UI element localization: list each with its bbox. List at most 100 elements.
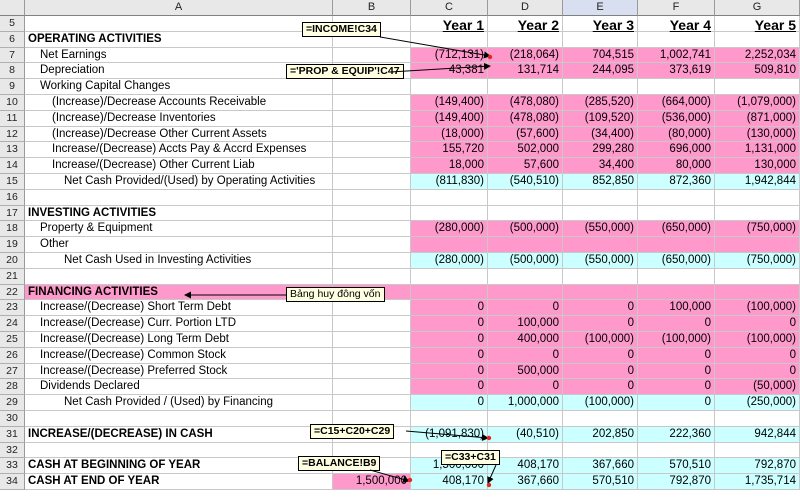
row-header[interactable]: 19 [0,237,25,253]
cell-f25[interactable]: (100,000) [638,332,715,348]
cell-f32[interactable] [638,442,715,459]
cell-e18[interactable]: (550,000) [563,221,638,238]
cell-g23[interactable]: (100,000) [715,300,800,317]
cell-e15[interactable]: 852,850 [563,174,638,190]
cell-c30[interactable] [411,411,488,427]
comment-note-cash-sum[interactable]: =C15+C20+C29 [310,424,395,439]
cell-g30[interactable] [715,411,800,427]
cell-b15[interactable] [333,174,411,190]
cell-f31[interactable]: 222,360 [638,426,715,443]
row-header[interactable]: 18 [0,221,25,238]
cell-b13[interactable] [333,142,411,159]
cell-f21[interactable] [638,268,715,285]
cell-b18[interactable] [333,221,411,238]
row-header[interactable]: 29 [0,395,25,411]
row-header[interactable]: 27 [0,363,25,380]
cell-c14[interactable]: 18,000 [411,158,488,174]
cell-c19[interactable] [411,237,488,253]
cell-f22[interactable] [638,284,715,301]
cell-f8[interactable]: 373,619 [638,63,715,80]
cell-c10[interactable]: (149,400) [411,95,488,111]
cell-e13[interactable]: 299,280 [563,142,638,159]
column-header-b[interactable]: B [333,0,411,16]
cell-a15[interactable]: Net Cash Provided/(Used) by Operating Ac… [25,174,333,190]
cell-d22[interactable] [488,284,563,301]
cell-d10[interactable]: (478,080) [488,95,563,111]
cell-f20[interactable]: (650,000) [638,253,715,269]
cell-a28[interactable]: Dividends Declared [25,379,333,396]
cell-d15[interactable]: (540,510) [488,174,563,190]
cell-e28[interactable]: 0 [563,379,638,396]
cell-e20[interactable]: (550,000) [563,253,638,269]
cell-e12[interactable]: (34,400) [563,126,638,143]
cell-g20[interactable]: (750,000) [715,253,800,269]
cell-d29[interactable]: 1,000,000 [488,395,563,411]
row-header[interactable]: 5 [0,16,25,32]
row-header[interactable]: 12 [0,126,25,143]
cell-g12[interactable]: (130,000) [715,126,800,143]
cell-f30[interactable] [638,411,715,427]
row-header[interactable]: 30 [0,411,25,427]
cell-b11[interactable] [333,110,411,127]
cell-g29[interactable]: (250,000) [715,395,800,411]
cell-c11[interactable]: (149,400) [411,110,488,127]
cell-d19[interactable] [488,237,563,253]
cell-a31[interactable]: INCREASE/(DECREASE) IN CASH [25,426,333,443]
cell-d30[interactable] [488,411,563,427]
row-header[interactable]: 17 [0,205,25,222]
cell-a34[interactable]: CASH AT END OF YEAR [25,474,333,490]
cell-a14[interactable]: Increase/(Decrease) Other Current Liab [25,158,333,174]
cell-e23[interactable]: 0 [563,300,638,317]
cell-c23[interactable]: 0 [411,300,488,317]
column-header-d[interactable]: D [488,0,563,16]
row-header[interactable]: 7 [0,47,25,64]
cell-g5[interactable]: Year 5 [715,16,800,33]
cell-e30[interactable] [563,411,638,427]
cell-e25[interactable]: (100,000) [563,332,638,348]
cell-d20[interactable]: (500,000) [488,253,563,269]
column-header-a[interactable]: A [25,0,333,16]
column-header-e[interactable]: E [563,0,638,16]
cell-a19[interactable]: Other [25,237,333,253]
column-header-f[interactable]: F [638,0,715,16]
cell-e22[interactable] [563,284,638,301]
cell-e10[interactable]: (285,520) [563,95,638,111]
cell-c9[interactable] [411,79,488,95]
cell-f34[interactable]: 792,870 [638,474,715,490]
cell-b19[interactable] [333,237,411,253]
comment-note-prop-equip[interactable]: ='PROP & EQUIP'!C47 [286,64,404,79]
cell-b25[interactable] [333,332,411,348]
cell-a23[interactable]: Increase/(Decrease) Short Term Debt [25,300,333,317]
cell-c27[interactable]: 0 [411,363,488,380]
cell-a20[interactable]: Net Cash Used in Investing Activities [25,253,333,269]
comment-note-financing[interactable]: Bảng huy đông vốn [286,287,385,302]
cell-a11[interactable]: (Increase)/Decrease Inventories [25,110,333,127]
cell-f17[interactable] [638,205,715,222]
cell-d24[interactable]: 100,000 [488,316,563,332]
cell-g15[interactable]: 1,942,844 [715,174,800,190]
cell-e8[interactable]: 244,095 [563,63,638,80]
cell-g18[interactable]: (750,000) [715,221,800,238]
cell-f18[interactable]: (650,000) [638,221,715,238]
cell-a7[interactable]: Net Earnings [25,47,333,64]
cell-a12[interactable]: (Increase)/Decrease Other Current Assets [25,126,333,143]
cell-g16[interactable] [715,189,800,206]
row-header[interactable]: 15 [0,174,25,190]
cell-d26[interactable]: 0 [488,347,563,364]
cell-b29[interactable] [333,395,411,411]
cell-d14[interactable]: 57,600 [488,158,563,174]
cell-g24[interactable]: 0 [715,316,800,332]
row-header[interactable]: 10 [0,95,25,111]
cell-g19[interactable] [715,237,800,253]
cell-c16[interactable] [411,189,488,206]
cell-b16[interactable] [333,189,411,206]
cell-b34[interactable]: 1,500,000 [333,474,411,490]
cell-a21[interactable] [25,268,333,285]
cell-d12[interactable]: (57,600) [488,126,563,143]
cell-a10[interactable]: (Increase)/Decrease Accounts Receivable [25,95,333,111]
cell-g34[interactable]: 1,735,714 [715,474,800,490]
cell-f16[interactable] [638,189,715,206]
row-header[interactable]: 8 [0,63,25,80]
cell-f33[interactable]: 570,510 [638,458,715,475]
cell-e7[interactable]: 704,515 [563,47,638,64]
